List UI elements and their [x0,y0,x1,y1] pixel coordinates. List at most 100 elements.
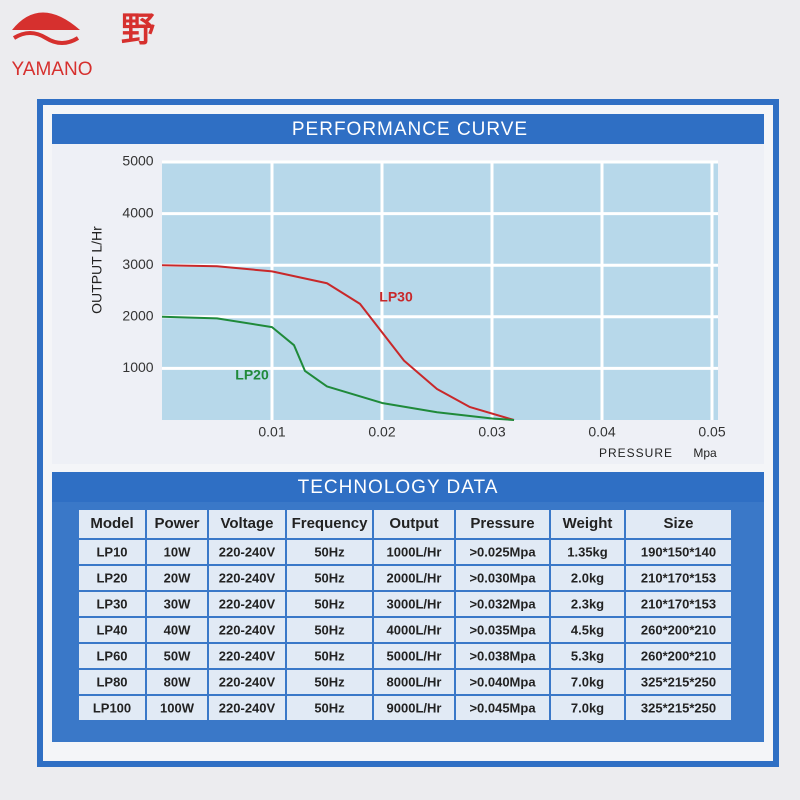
cell [456,644,549,668]
cell-text: 10W [164,544,191,559]
cell-text: 20W [164,570,191,585]
cell [626,670,731,694]
cell [374,566,454,590]
table-title-bar [52,472,764,502]
cell [374,592,454,616]
cell-text: 2.3kg [571,596,604,611]
series-label: LP20 [235,367,269,383]
cell-text: 1000L/Hr [387,544,442,559]
cell-text: LP40 [96,622,127,637]
cell [551,696,624,720]
cell [551,670,624,694]
content: 1000 2000 3000 4000 5000 0.01 0.02 0.03 0.04 0.05… [79,153,731,720]
cell [626,566,731,590]
logo-wave [12,31,80,45]
cell-text: 220-240V [219,700,276,715]
cell [287,644,372,668]
cell-text: >0.040Mpa [469,674,536,689]
cell-text: 30W [164,596,191,611]
header-text: Pressure [470,515,534,532]
cell-text: 220-240V [219,674,276,689]
cell-text: >0.032Mpa [469,596,536,611]
cell-text: 325*215*250 [641,700,716,715]
logo-char: 野 [121,11,155,49]
cell-text: 5.3kg [571,648,604,663]
cell [287,540,372,564]
cell-text: 50Hz [314,674,345,689]
y-tick-label: 2000 [122,308,153,324]
cell-text: >0.035Mpa [469,622,536,637]
cell [626,592,731,616]
x-tick-label: 0.05 [698,424,725,440]
cell [374,696,454,720]
cell-text: 80W [164,674,191,689]
cell [79,618,145,642]
cell [209,670,285,694]
cell [147,696,207,720]
cell-text: 4.5kg [571,622,604,637]
cell [209,644,285,668]
cell-text: >0.038Mpa [469,648,536,663]
cell [147,592,207,616]
cell [626,696,731,720]
x-tick-label: 0.03 [478,424,505,440]
cell [551,618,624,642]
y-tick-label: 5000 [122,153,153,169]
cell [147,644,207,668]
header-cell [374,510,454,538]
cell-text: 50Hz [314,596,345,611]
header-text: Frequency [292,515,369,532]
cell [551,566,624,590]
header-text: Output [389,515,438,532]
cell [287,566,372,590]
plot-area [162,162,718,420]
cell [551,644,624,668]
cell-text: 220-240V [219,648,276,663]
y-tick-label: 4000 [122,204,153,220]
cell [287,670,372,694]
cell-text: LP80 [96,674,127,689]
cell-text: 2000L/Hr [387,570,442,585]
cell-text: LP60 [96,648,127,663]
cell-text: LP100 [93,700,131,715]
cell-text: 7.0kg [571,674,604,689]
cell [287,696,372,720]
header-text: Weight [563,515,613,532]
header-cell [551,510,624,538]
cell-text: 50Hz [314,648,345,663]
header-text: Power [154,515,199,532]
cell-text: 3000L/Hr [387,596,442,611]
cell-text: 190*150*140 [641,544,716,559]
cell-text: 50Hz [314,622,345,637]
cell [551,592,624,616]
cell-text: 50W [164,648,191,663]
cell-text: 210*170*153 [641,596,716,611]
cell-text: 260*200*210 [641,648,716,663]
cell [79,566,145,590]
logo-mark [12,12,80,30]
cell [79,670,145,694]
cell-text: 50Hz [314,544,345,559]
cell-text: 2.0kg [571,570,604,585]
header-cell [626,510,731,538]
header-cell [209,510,285,538]
cell-text: 325*215*250 [641,674,716,689]
cell-text: 260*200*210 [641,622,716,637]
cell-text: LP30 [96,596,127,611]
header-text: Size [663,515,693,532]
header-text: Voltage [220,515,273,532]
cell [209,540,285,564]
cell-text: 1.35kg [567,544,608,559]
cell-text: 100W [160,700,195,715]
header-text: Model [90,515,133,532]
cell-text: LP20 [96,570,127,585]
chart-title: PERFORMANCE CURVE [292,119,528,140]
cell-text: 220-240V [219,570,276,585]
cell [456,618,549,642]
cell-text: >0.045Mpa [469,700,536,715]
cell-text: 7.0kg [571,700,604,715]
cell [626,540,731,564]
cell [79,540,145,564]
cell-text: 40W [164,622,191,637]
